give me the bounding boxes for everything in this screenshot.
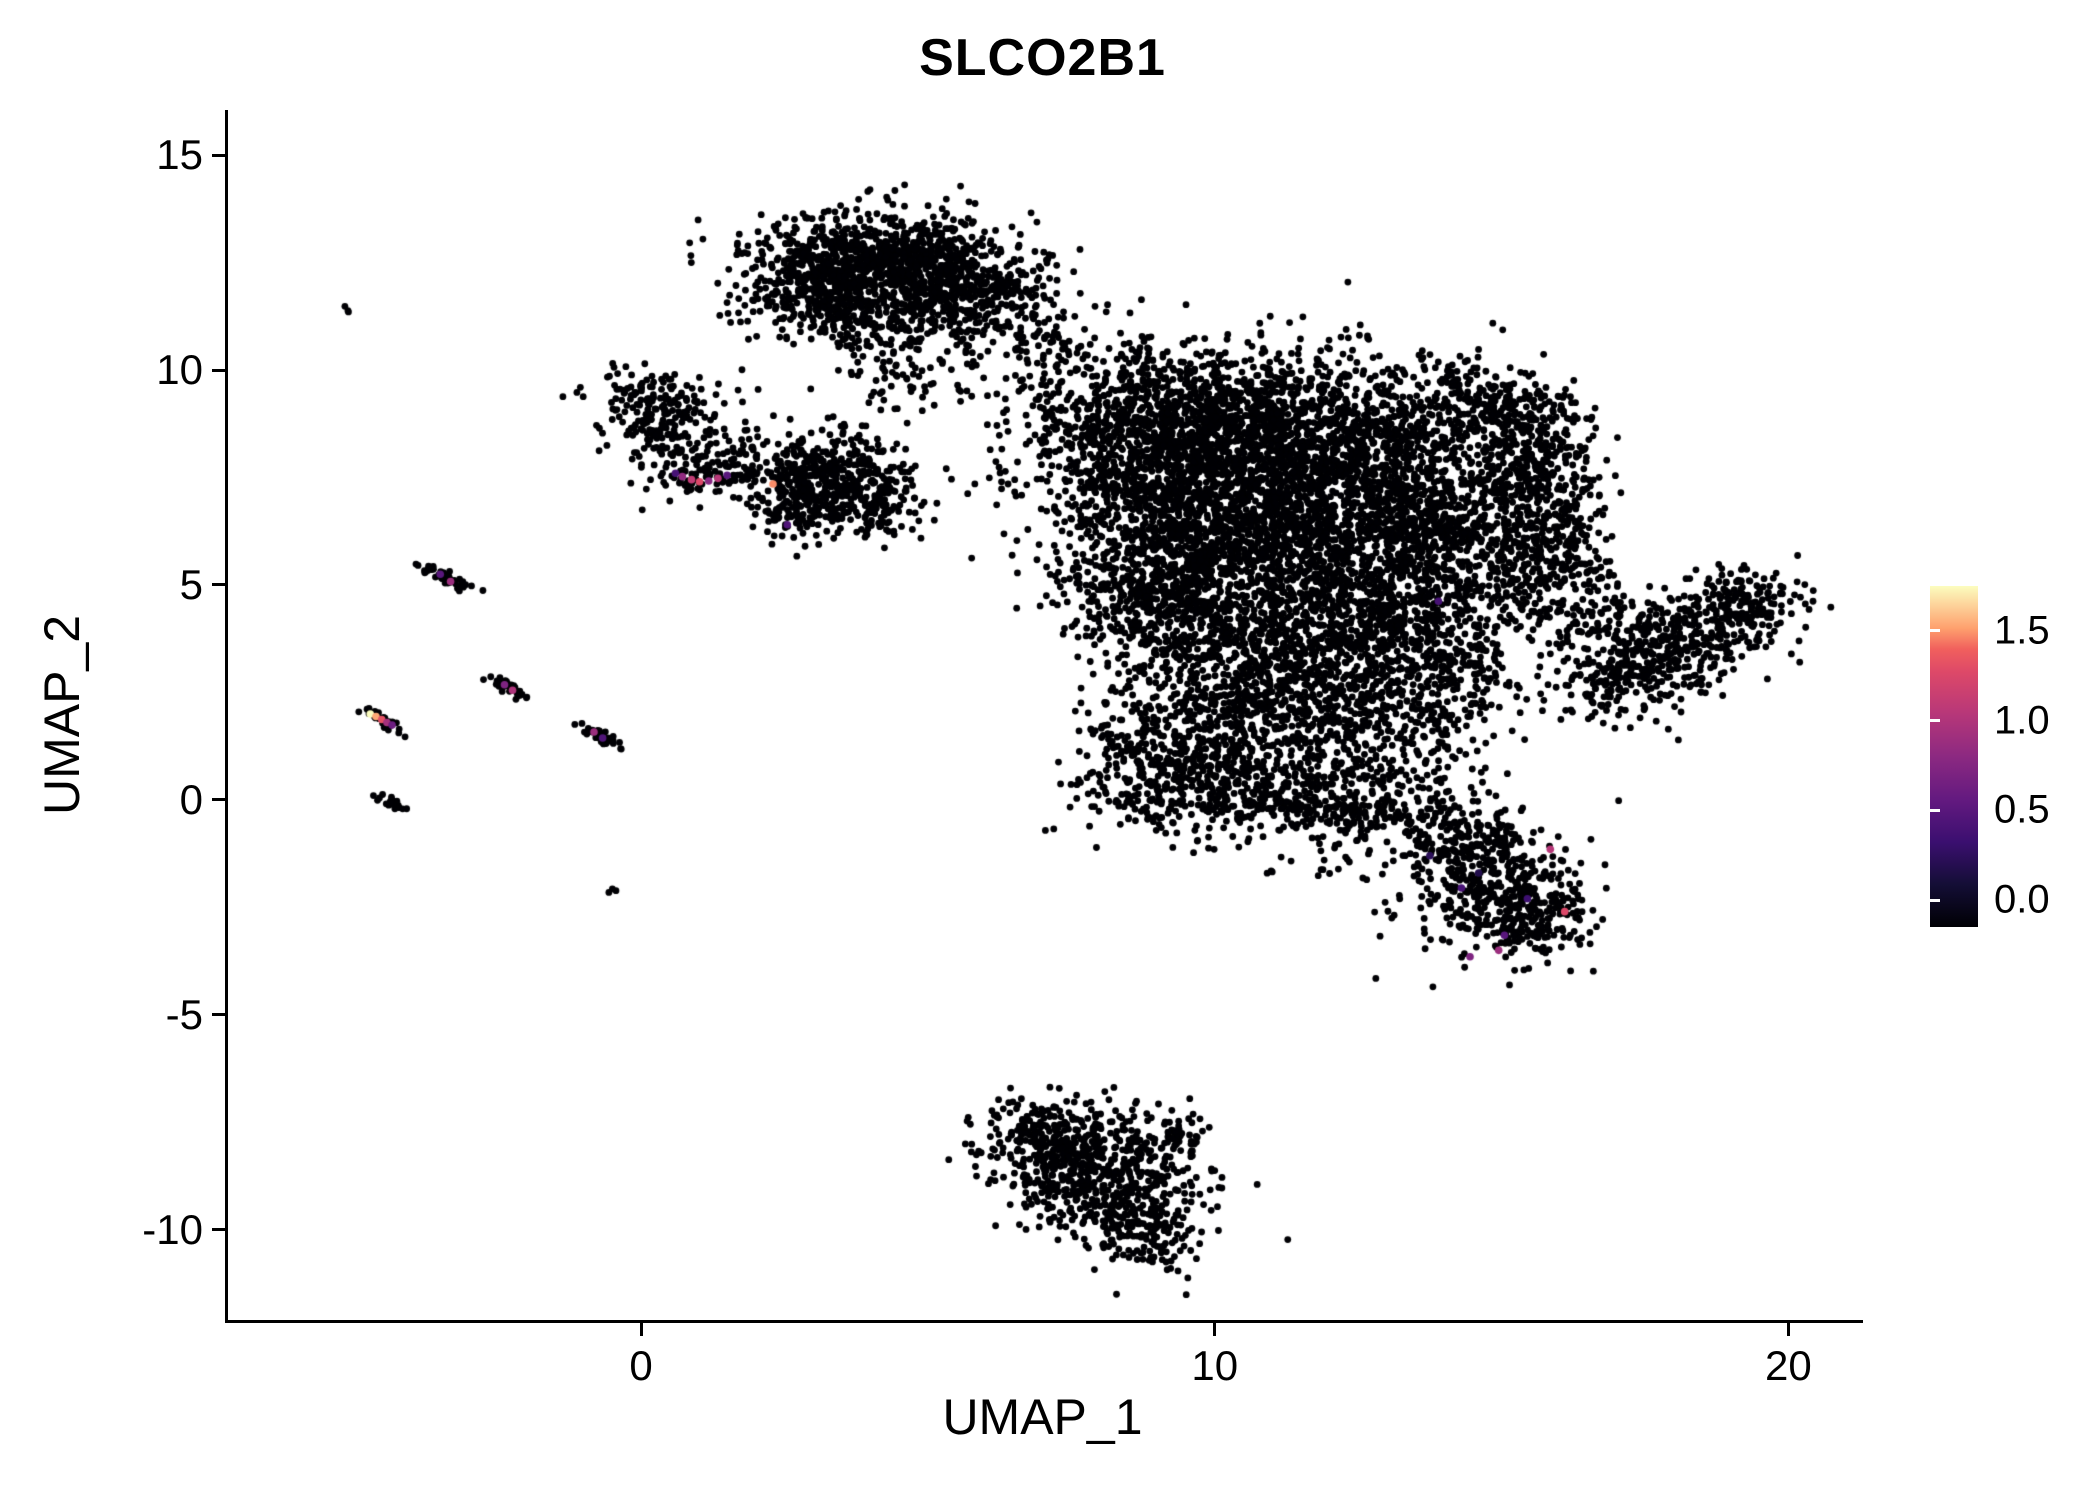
x-tick-mark [639, 1323, 643, 1336]
x-tick-label: 10 [1191, 1342, 1239, 1389]
x-tick-mark [1786, 1323, 1790, 1336]
colorbar-tick-label: 0.5 [1994, 787, 2050, 832]
y-tick-label: 10 [156, 346, 203, 394]
y-tick-label: 0 [179, 775, 203, 823]
plot-panel [225, 110, 1863, 1323]
colorbar-tick-mark [1930, 808, 1940, 812]
colorbar-tick-label: 1.0 [1994, 698, 2050, 743]
y-tick-label: -10 [142, 1205, 203, 1253]
colorbar-tick-mark [1930, 898, 1940, 902]
colorbar-tick-mark [1930, 719, 1940, 723]
colorbar-tick-label: 1.5 [1994, 608, 2050, 653]
y-tick-label: -5 [165, 990, 203, 1038]
colorbar-tick-mark [1930, 629, 1940, 633]
y-axis-label: UMAP_2 [34, 614, 90, 816]
y-tick-label: 5 [179, 560, 203, 608]
x-tick-mark [1213, 1323, 1217, 1336]
colorbar-gradient [1930, 586, 1978, 927]
y-tick-mark [212, 1228, 225, 1232]
y-tick-mark [212, 368, 225, 372]
x-tick-label: 0 [629, 1342, 653, 1389]
colorbar-tick-label: 0.0 [1994, 877, 2050, 922]
scatter-points-canvas [228, 110, 1863, 1320]
colorbar-legend [1930, 586, 1978, 927]
y-tick-mark [212, 583, 225, 587]
y-tick-mark [212, 153, 225, 157]
x-axis-label: UMAP_1 [942, 1389, 1143, 1445]
y-tick-label: 15 [156, 131, 203, 179]
plot-title: SLCO2B1 [919, 29, 1166, 87]
y-tick-mark [212, 798, 225, 802]
y-tick-mark [212, 1013, 225, 1017]
x-tick-label: 20 [1765, 1342, 1812, 1389]
